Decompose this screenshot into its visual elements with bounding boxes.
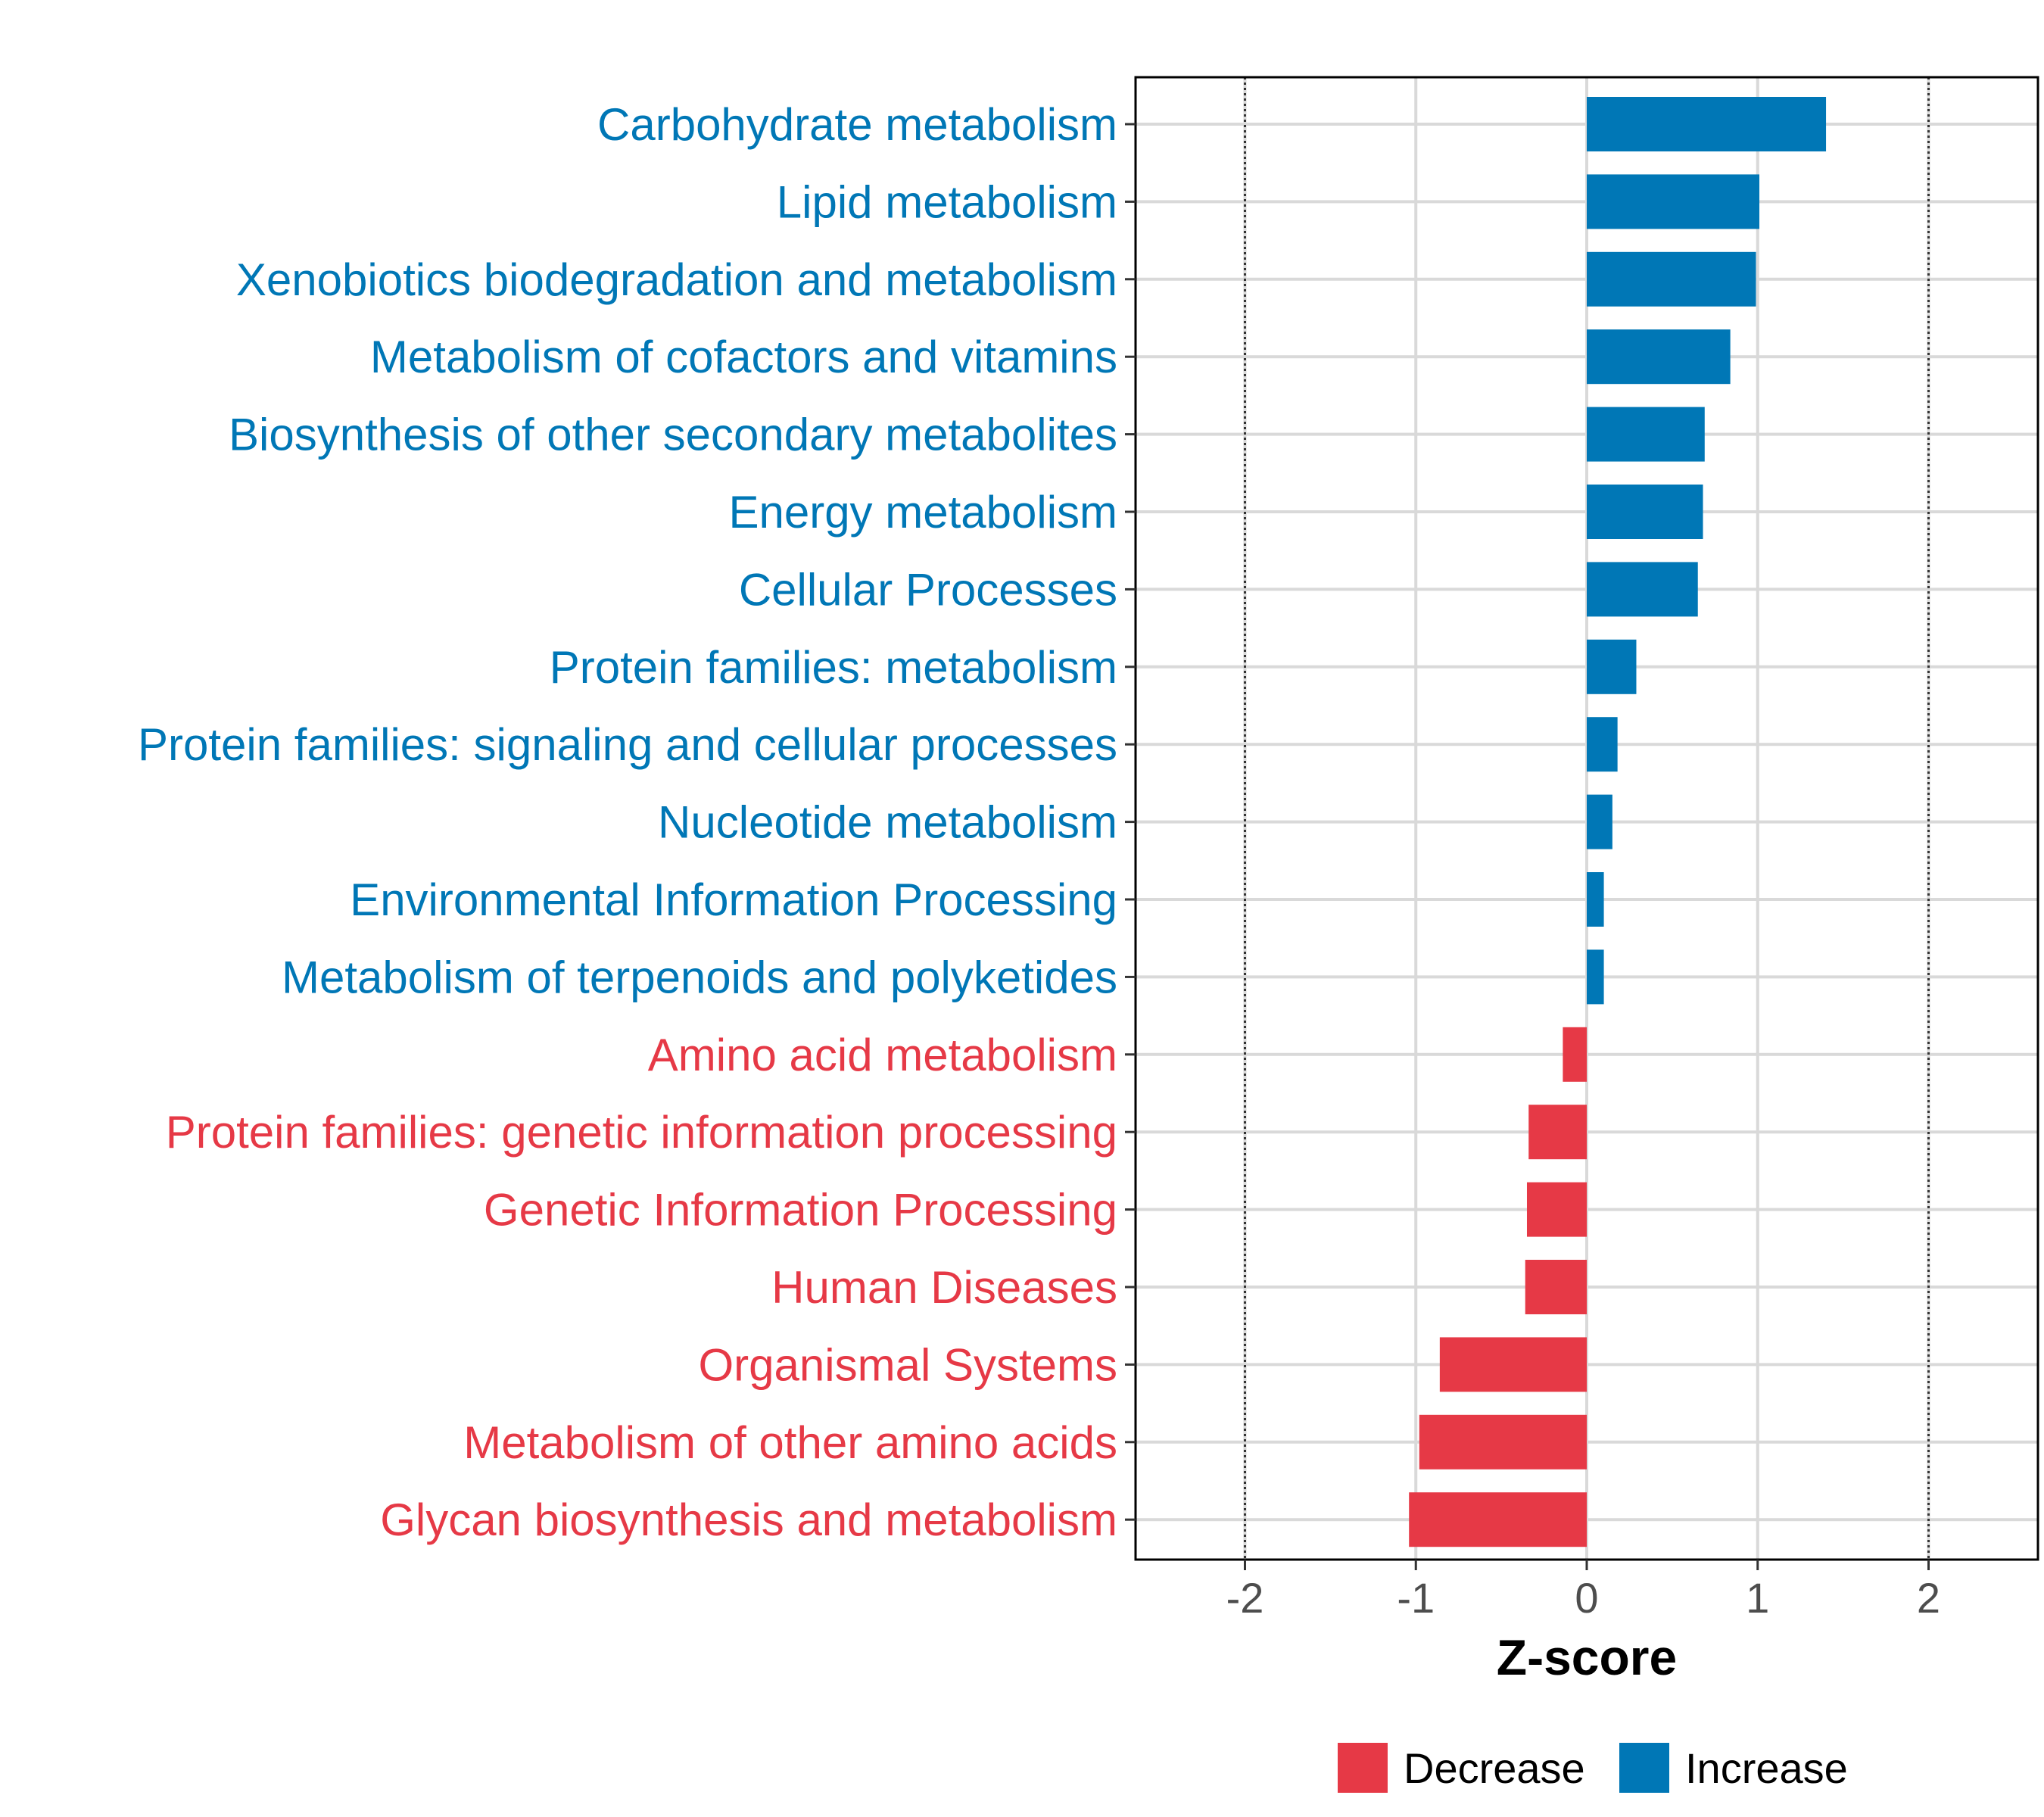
bars [1409,97,1827,1547]
bar-metabolism-of-terpenoids-and-polyketides [1587,949,1604,1005]
category-label: Metabolism of other amino acids [463,1417,1117,1468]
legend: Decrease Increase [1338,1743,1848,1793]
bar-metabolism-of-other-amino-acids [1419,1414,1587,1469]
category-label: Organismal Systems [699,1339,1117,1390]
category-label: Biosynthesis of other secondary metaboli… [229,410,1117,460]
x-tick-label: -1 [1397,1574,1435,1622]
legend-key-decrease [1338,1743,1388,1793]
category-label: Genetic Information Processing [484,1185,1117,1236]
category-label: Xenobiotics biodegradation and metabolis… [236,254,1117,305]
category-label: Metabolism of cofactors and vitamins [370,332,1117,382]
category-label: Protein families: genetic information pr… [166,1107,1117,1158]
bar-protein-families-metabolism [1587,639,1637,694]
category-label: Cellular Processes [739,564,1117,615]
bar-energy-metabolism [1587,485,1703,539]
x-tick-label: 1 [1746,1574,1769,1622]
x-tick-label: -2 [1226,1574,1264,1622]
legend-label-decrease: Decrease [1404,1744,1585,1792]
bar-environmental-information-processing [1587,872,1604,927]
bar-lipid-metabolism [1587,174,1760,229]
category-label: Glycan biosynthesis and metabolism [380,1494,1117,1545]
bar-glycan-biosynthesis-and-metabolism [1409,1492,1587,1547]
legend-label-increase: Increase [1685,1744,1848,1792]
category-label: Protein families: signaling and cellular… [138,719,1117,770]
y-axis-ticks [1125,123,1136,1521]
x-axis-title: Z-score [1497,1629,1677,1685]
category-label: Energy metabolism [728,487,1117,538]
bar-protein-families-genetic-information-processing [1528,1105,1587,1160]
x-tick-label: 0 [1575,1574,1598,1622]
bar-human-diseases [1525,1260,1587,1314]
category-label: Metabolism of terpenoids and polyketides [282,952,1117,1002]
bar-protein-families-signaling-and-cellular-processes [1587,717,1618,772]
category-label: Human Diseases [771,1262,1117,1313]
category-label: Carbohydrate metabolism [597,99,1117,150]
bar-cellular-processes [1587,562,1698,617]
bar-xenobiotics-biodegradation-and-metabolism [1587,251,1756,307]
category-label: Amino acid metabolism [648,1030,1117,1080]
bar-amino-acid-metabolism [1563,1027,1587,1082]
bar-metabolism-of-cofactors-and-vitamins [1587,329,1731,385]
category-label: Nucleotide metabolism [658,797,1117,848]
bar-organismal-systems [1439,1337,1587,1392]
reference-lines [1243,77,1930,1560]
x-axis-ticks: -2 -1 0 1 2 [1226,1560,1940,1622]
x-tick-label: 2 [1917,1574,1940,1622]
bar-nucleotide-metabolism [1587,794,1612,849]
bar-genetic-information-processing [1526,1182,1587,1237]
category-label: Lipid metabolism [777,176,1117,227]
y-axis-category-labels: Carbohydrate metabolism Lipid metabolism X… [138,99,1117,1545]
legend-key-increase [1619,1743,1669,1793]
bar-carbohydrate-metabolism [1587,97,1827,151]
bar-biosynthesis-of-other-secondary-metabolites [1587,407,1705,462]
category-label: Environmental Information Processing [350,874,1117,925]
category-label: Protein families: metabolism [550,642,1117,693]
